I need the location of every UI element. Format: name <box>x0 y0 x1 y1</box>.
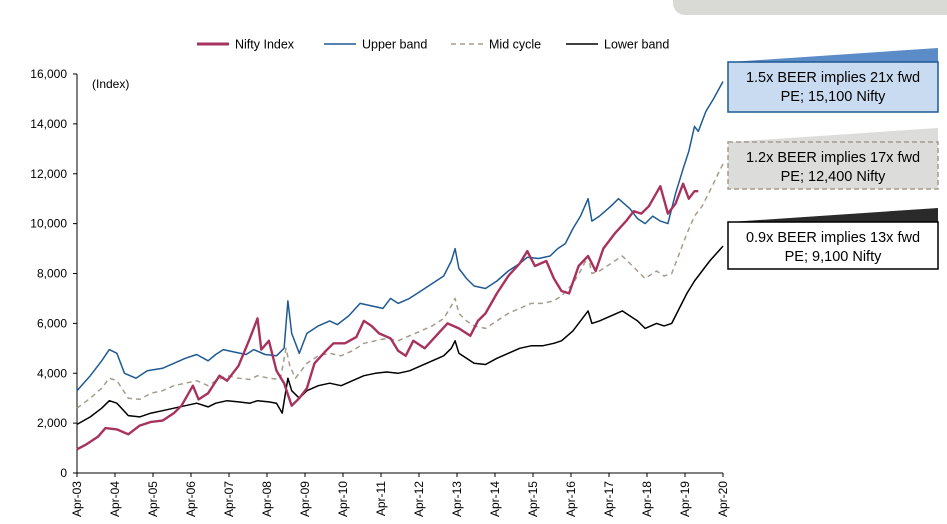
x-tick-label: Apr-10 <box>336 481 350 517</box>
callout-box <box>727 61 939 113</box>
y-tick-label: 8,000 <box>37 267 67 281</box>
y-tick-label: 16,000 <box>30 67 67 81</box>
x-tick-label: Apr-20 <box>716 481 730 517</box>
callout-layer: 1.5x BEER implies 21x fwd PE; 15,100 Nift… <box>727 48 939 270</box>
series-line-upper-band <box>76 81 724 392</box>
x-tick-label: Apr-09 <box>298 481 312 517</box>
x-tick-label: Apr-07 <box>222 481 236 517</box>
callout-wedge <box>730 128 938 142</box>
x-tick-label: Apr-19 <box>678 481 692 517</box>
x-tick-label: Apr-05 <box>146 481 160 517</box>
x-tick-label: Apr-08 <box>260 481 274 517</box>
series-line-mid-cycle <box>76 163 724 409</box>
x-tick-label: Apr-03 <box>70 481 84 517</box>
chart-axes: 0 2,000 4,000 6,000 8,000 10,000 12,000 14,000 1… <box>30 67 730 517</box>
y-tick-label: 2,000 <box>37 416 67 430</box>
chart-legend: Nifty Index Upper band Mid cycle Lower band <box>197 38 669 52</box>
x-tick-label: Apr-13 <box>450 481 464 517</box>
x-tick-label: Apr-12 <box>412 481 426 517</box>
y-tick-label: 4,000 <box>37 366 67 380</box>
legend-label: Nifty Index <box>235 38 295 52</box>
y-tick-label: 10,000 <box>30 217 67 231</box>
x-tick-label: Apr-18 <box>640 481 654 517</box>
x-tick-label: Apr-17 <box>602 481 616 517</box>
x-tick-label: Apr-04 <box>108 481 122 517</box>
x-tick-label: Apr-16 <box>564 481 578 517</box>
callout-line2: PE; 12,400 Nifty <box>781 169 887 185</box>
callout-wedge <box>730 208 938 222</box>
legend-label: Lower band <box>604 38 669 52</box>
x-tick-label: Apr-15 <box>526 481 540 517</box>
x-tick-label: Apr-14 <box>488 481 502 517</box>
callout-line2: PE; 15,100 Nifty <box>781 89 887 105</box>
x-tick-label: Apr-11 <box>374 481 388 516</box>
y-tick-label: 6,000 <box>37 316 67 330</box>
callout-line1: 0.9x BEER implies 13x fwd <box>746 230 920 246</box>
y-tick-label: 0 <box>60 466 67 480</box>
callout-box <box>727 221 939 270</box>
legend-label: Upper band <box>362 38 427 52</box>
series-line-lower-band <box>76 245 724 426</box>
header-corner-tab <box>673 0 947 15</box>
y-tick-label: 12,000 <box>30 167 67 181</box>
y-tick-label: 14,000 <box>30 117 67 131</box>
callout-box <box>727 141 939 190</box>
legend-label: Mid cycle <box>489 38 541 52</box>
series-layer <box>76 81 724 451</box>
callout-line1: 1.2x BEER implies 17x fwd <box>746 150 920 166</box>
x-tick-label: Apr-06 <box>184 481 198 517</box>
y-unit-label: (Index) <box>92 77 129 91</box>
callout-line2: PE; 9,100 Nifty <box>785 249 882 265</box>
series-line-nifty-index <box>76 182 699 451</box>
callout-wedge <box>730 48 938 62</box>
callout-line1: 1.5x BEER implies 21x fwd <box>746 70 920 86</box>
